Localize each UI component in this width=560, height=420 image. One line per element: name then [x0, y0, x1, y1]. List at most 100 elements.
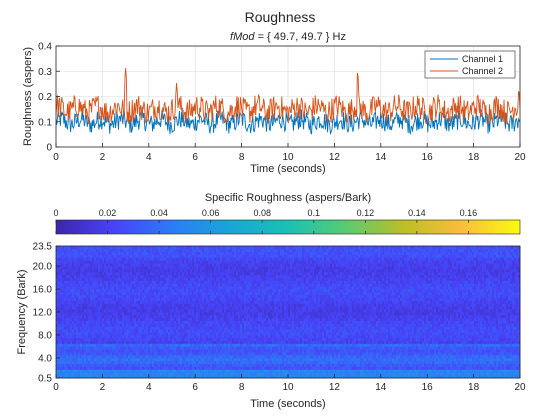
- heatmap-cell: [194, 323, 197, 327]
- heatmap-cell: [112, 343, 115, 347]
- heatmap-cell: [282, 366, 285, 370]
- heatmap-cell: [150, 346, 153, 350]
- heatmap-cell: [322, 320, 325, 324]
- heatmap-cell: [182, 317, 185, 321]
- heatmap-cell: [176, 372, 179, 376]
- heatmap-cell: [148, 355, 151, 359]
- heatmap-cell: [504, 343, 507, 347]
- heatmap-cell: [164, 323, 167, 327]
- heatmap-cell: [176, 332, 179, 336]
- heatmap-cell: [68, 317, 71, 321]
- heatmap-cell: [172, 340, 175, 344]
- heatmap-cell: [290, 329, 293, 333]
- heatmap-cell: [484, 323, 487, 327]
- heatmap-cell: [372, 332, 375, 336]
- heatmap-cell: [236, 317, 239, 321]
- heatmap-cell: [120, 357, 123, 362]
- heatmap-cell: [496, 340, 499, 344]
- heatmap-cell: [340, 369, 343, 373]
- heatmap-cell: [364, 375, 367, 379]
- heatmap-cell: [386, 352, 389, 356]
- heatmap-cell: [98, 346, 101, 350]
- heatmap-cell: [262, 349, 265, 353]
- heatmap-cell: [490, 357, 493, 362]
- heatmap-cell: [142, 346, 145, 350]
- heatmap-cell: [164, 317, 167, 321]
- heatmap-cell: [220, 366, 223, 370]
- heatmap-cell: [470, 355, 473, 359]
- heatmap-cell: [490, 317, 493, 321]
- heatmap-cell: [78, 326, 81, 330]
- heatmap-cell: [158, 326, 161, 330]
- heatmap-cell: [140, 334, 143, 339]
- heatmap-cell: [268, 360, 271, 364]
- heatmap-cell: [76, 357, 79, 362]
- heatmap-cell: [306, 363, 309, 367]
- heatmap-cell: [338, 375, 341, 379]
- heatmap-cell: [152, 369, 155, 373]
- heatmap-cell: [446, 334, 449, 339]
- heatmap-cell: [162, 343, 165, 347]
- heatmap-cell: [64, 326, 67, 330]
- heatmap-cell: [142, 326, 145, 330]
- heatmap-cell: [258, 349, 261, 353]
- heatmap-cell: [262, 317, 265, 321]
- heatmap-cell: [434, 363, 437, 367]
- heatmap-cell: [412, 343, 415, 347]
- heatmap-cell: [232, 352, 235, 356]
- heatmap-cell: [392, 337, 395, 342]
- heatmap-cell: [306, 343, 309, 347]
- heatmap-cell: [150, 332, 153, 336]
- heatmap-cell: [488, 320, 491, 324]
- colorbar-gradient: [55, 219, 521, 235]
- heatmap-cell: [124, 369, 127, 373]
- heatmap-cell: [176, 363, 179, 367]
- heatmap-cell: [294, 323, 297, 327]
- heatmap-cell: [130, 320, 133, 324]
- heatmap-cell: [108, 346, 111, 350]
- heatmap-cell: [332, 375, 335, 379]
- heatmap-cell: [458, 352, 461, 356]
- heatmap-cell: [212, 332, 215, 336]
- heatmap-cell: [480, 343, 483, 347]
- heatmap-cell: [330, 326, 333, 330]
- heatmap-cell: [438, 340, 441, 344]
- heatmap-cell: [490, 363, 493, 367]
- heatmap-cell: [480, 352, 483, 356]
- heatmap-cell: [338, 326, 341, 330]
- heatmap-cell: [302, 357, 305, 362]
- heatmap-cell: [252, 343, 255, 347]
- heatmap-cell: [226, 357, 229, 362]
- heatmap-cell: [282, 337, 285, 342]
- heatmap-cell: [482, 366, 485, 370]
- heatmap-cell: [514, 320, 517, 324]
- heatmap-cell: [102, 340, 105, 344]
- heatmap-cell: [400, 352, 403, 356]
- heatmap-cell: [76, 372, 79, 376]
- heatmap-cell: [344, 346, 347, 350]
- heatmap-cell: [274, 363, 277, 367]
- heatmap-cell: [248, 369, 251, 373]
- heatmap-cell: [88, 352, 91, 356]
- heatmap-cell: [384, 340, 387, 344]
- heatmap-cell: [64, 343, 67, 347]
- heatmap-cell: [144, 372, 147, 376]
- heatmap-cell: [514, 363, 517, 367]
- heatmap-cell: [430, 343, 433, 347]
- heatmap-cell: [244, 346, 247, 350]
- heatmap-cell: [88, 314, 91, 319]
- heatmap-cell: [390, 360, 393, 364]
- heatmap-cell: [266, 375, 269, 379]
- heatmap-cell: [308, 372, 311, 376]
- heatmap-cell: [132, 340, 135, 344]
- heatmap-cell: [86, 355, 89, 359]
- heatmap-cell: [264, 329, 267, 333]
- heatmap-cell: [234, 317, 237, 321]
- heatmap-cell: [498, 317, 501, 321]
- heatmap-cell: [154, 337, 157, 342]
- heatmap-cell: [196, 375, 199, 379]
- heatmap-cell: [106, 314, 109, 319]
- heatmap-cell: [234, 375, 237, 379]
- heatmap-cell: [372, 366, 375, 370]
- heatmap-cell: [70, 334, 73, 339]
